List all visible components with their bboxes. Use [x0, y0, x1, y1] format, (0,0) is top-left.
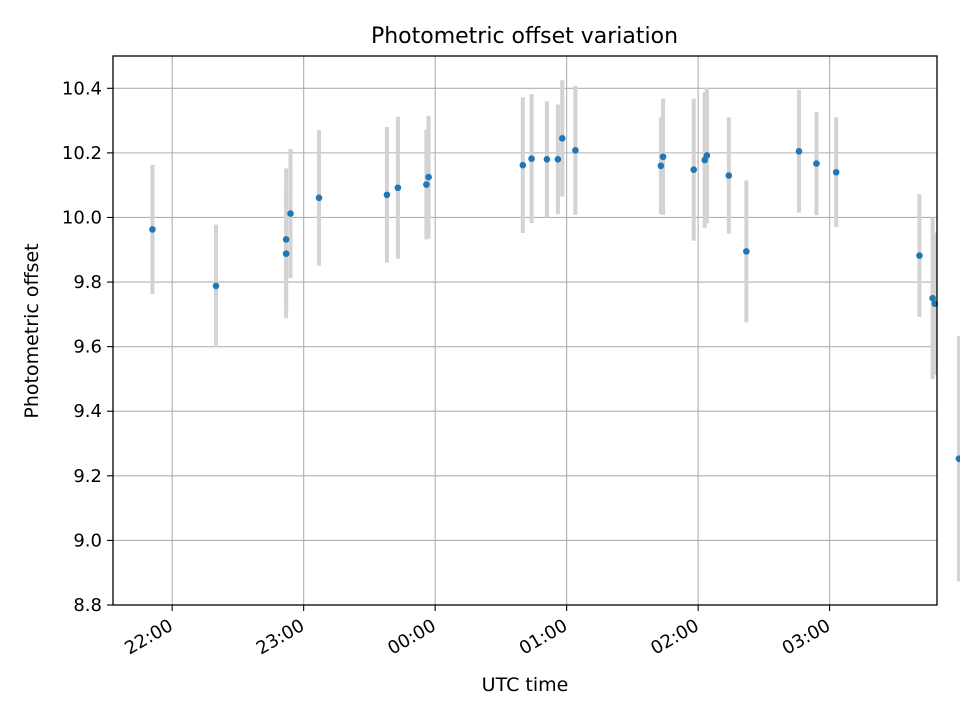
x-tick-layer: 22:00 23:00 00:00 01:00 02:00 03:00 [121, 605, 834, 659]
data-point [519, 161, 527, 169]
data-point [725, 172, 733, 179]
data-point [659, 153, 667, 161]
data-point [795, 147, 803, 155]
data-point [543, 156, 551, 163]
data-point [558, 135, 566, 142]
point-layer [149, 135, 960, 463]
y-tick-label: 8.8 [73, 595, 102, 616]
data-point [657, 162, 665, 170]
data-point [287, 210, 294, 217]
data-point [929, 294, 936, 302]
data-point [528, 155, 535, 162]
data-point [955, 455, 960, 463]
data-point [425, 173, 432, 181]
data-point [572, 146, 579, 154]
y-tick-label: 10.2 [62, 143, 102, 164]
y-tick-label: 9.0 [73, 530, 102, 551]
grid-layer [113, 56, 937, 606]
y-tick-label: 10.4 [62, 78, 102, 99]
data-point [690, 166, 698, 173]
data-point [832, 168, 840, 176]
x-tick-label: 01:00 [516, 615, 571, 659]
y-axis-title: Photometric offset [21, 243, 43, 418]
data-point [282, 250, 290, 257]
data-point [212, 282, 220, 290]
data-point [423, 181, 430, 188]
data-point [149, 226, 156, 233]
data-point [743, 248, 750, 255]
data-point [554, 156, 562, 163]
data-point [813, 160, 820, 167]
y-tick-label: 9.4 [73, 401, 102, 422]
x-tick-label: 22:00 [121, 615, 176, 659]
y-tick-layer: 8.8 9.0 9.2 9.4 9.6 9.8 10.0 10.2 10.4 [62, 78, 113, 616]
y-tick-label: 9.8 [73, 272, 102, 293]
x-axis-title: UTC time [482, 674, 569, 696]
errorbar-layer [150, 80, 960, 582]
plot-frame [112, 55, 938, 606]
x-tick-label: 02:00 [647, 615, 702, 659]
data-point [383, 191, 391, 199]
data-point [703, 152, 711, 159]
data-point [394, 184, 402, 192]
x-tick-label: 23:00 [253, 615, 308, 659]
x-tick-label: 03:00 [779, 615, 834, 659]
data-point [916, 252, 923, 259]
chart-title: Photometric offset variation [371, 24, 678, 49]
data-point [282, 236, 290, 243]
y-tick-label: 10.0 [62, 207, 102, 228]
data-point [315, 194, 323, 202]
y-tick-label: 9.6 [73, 337, 102, 358]
y-tick-label: 9.2 [73, 466, 102, 487]
x-tick-label: 00:00 [384, 615, 439, 659]
